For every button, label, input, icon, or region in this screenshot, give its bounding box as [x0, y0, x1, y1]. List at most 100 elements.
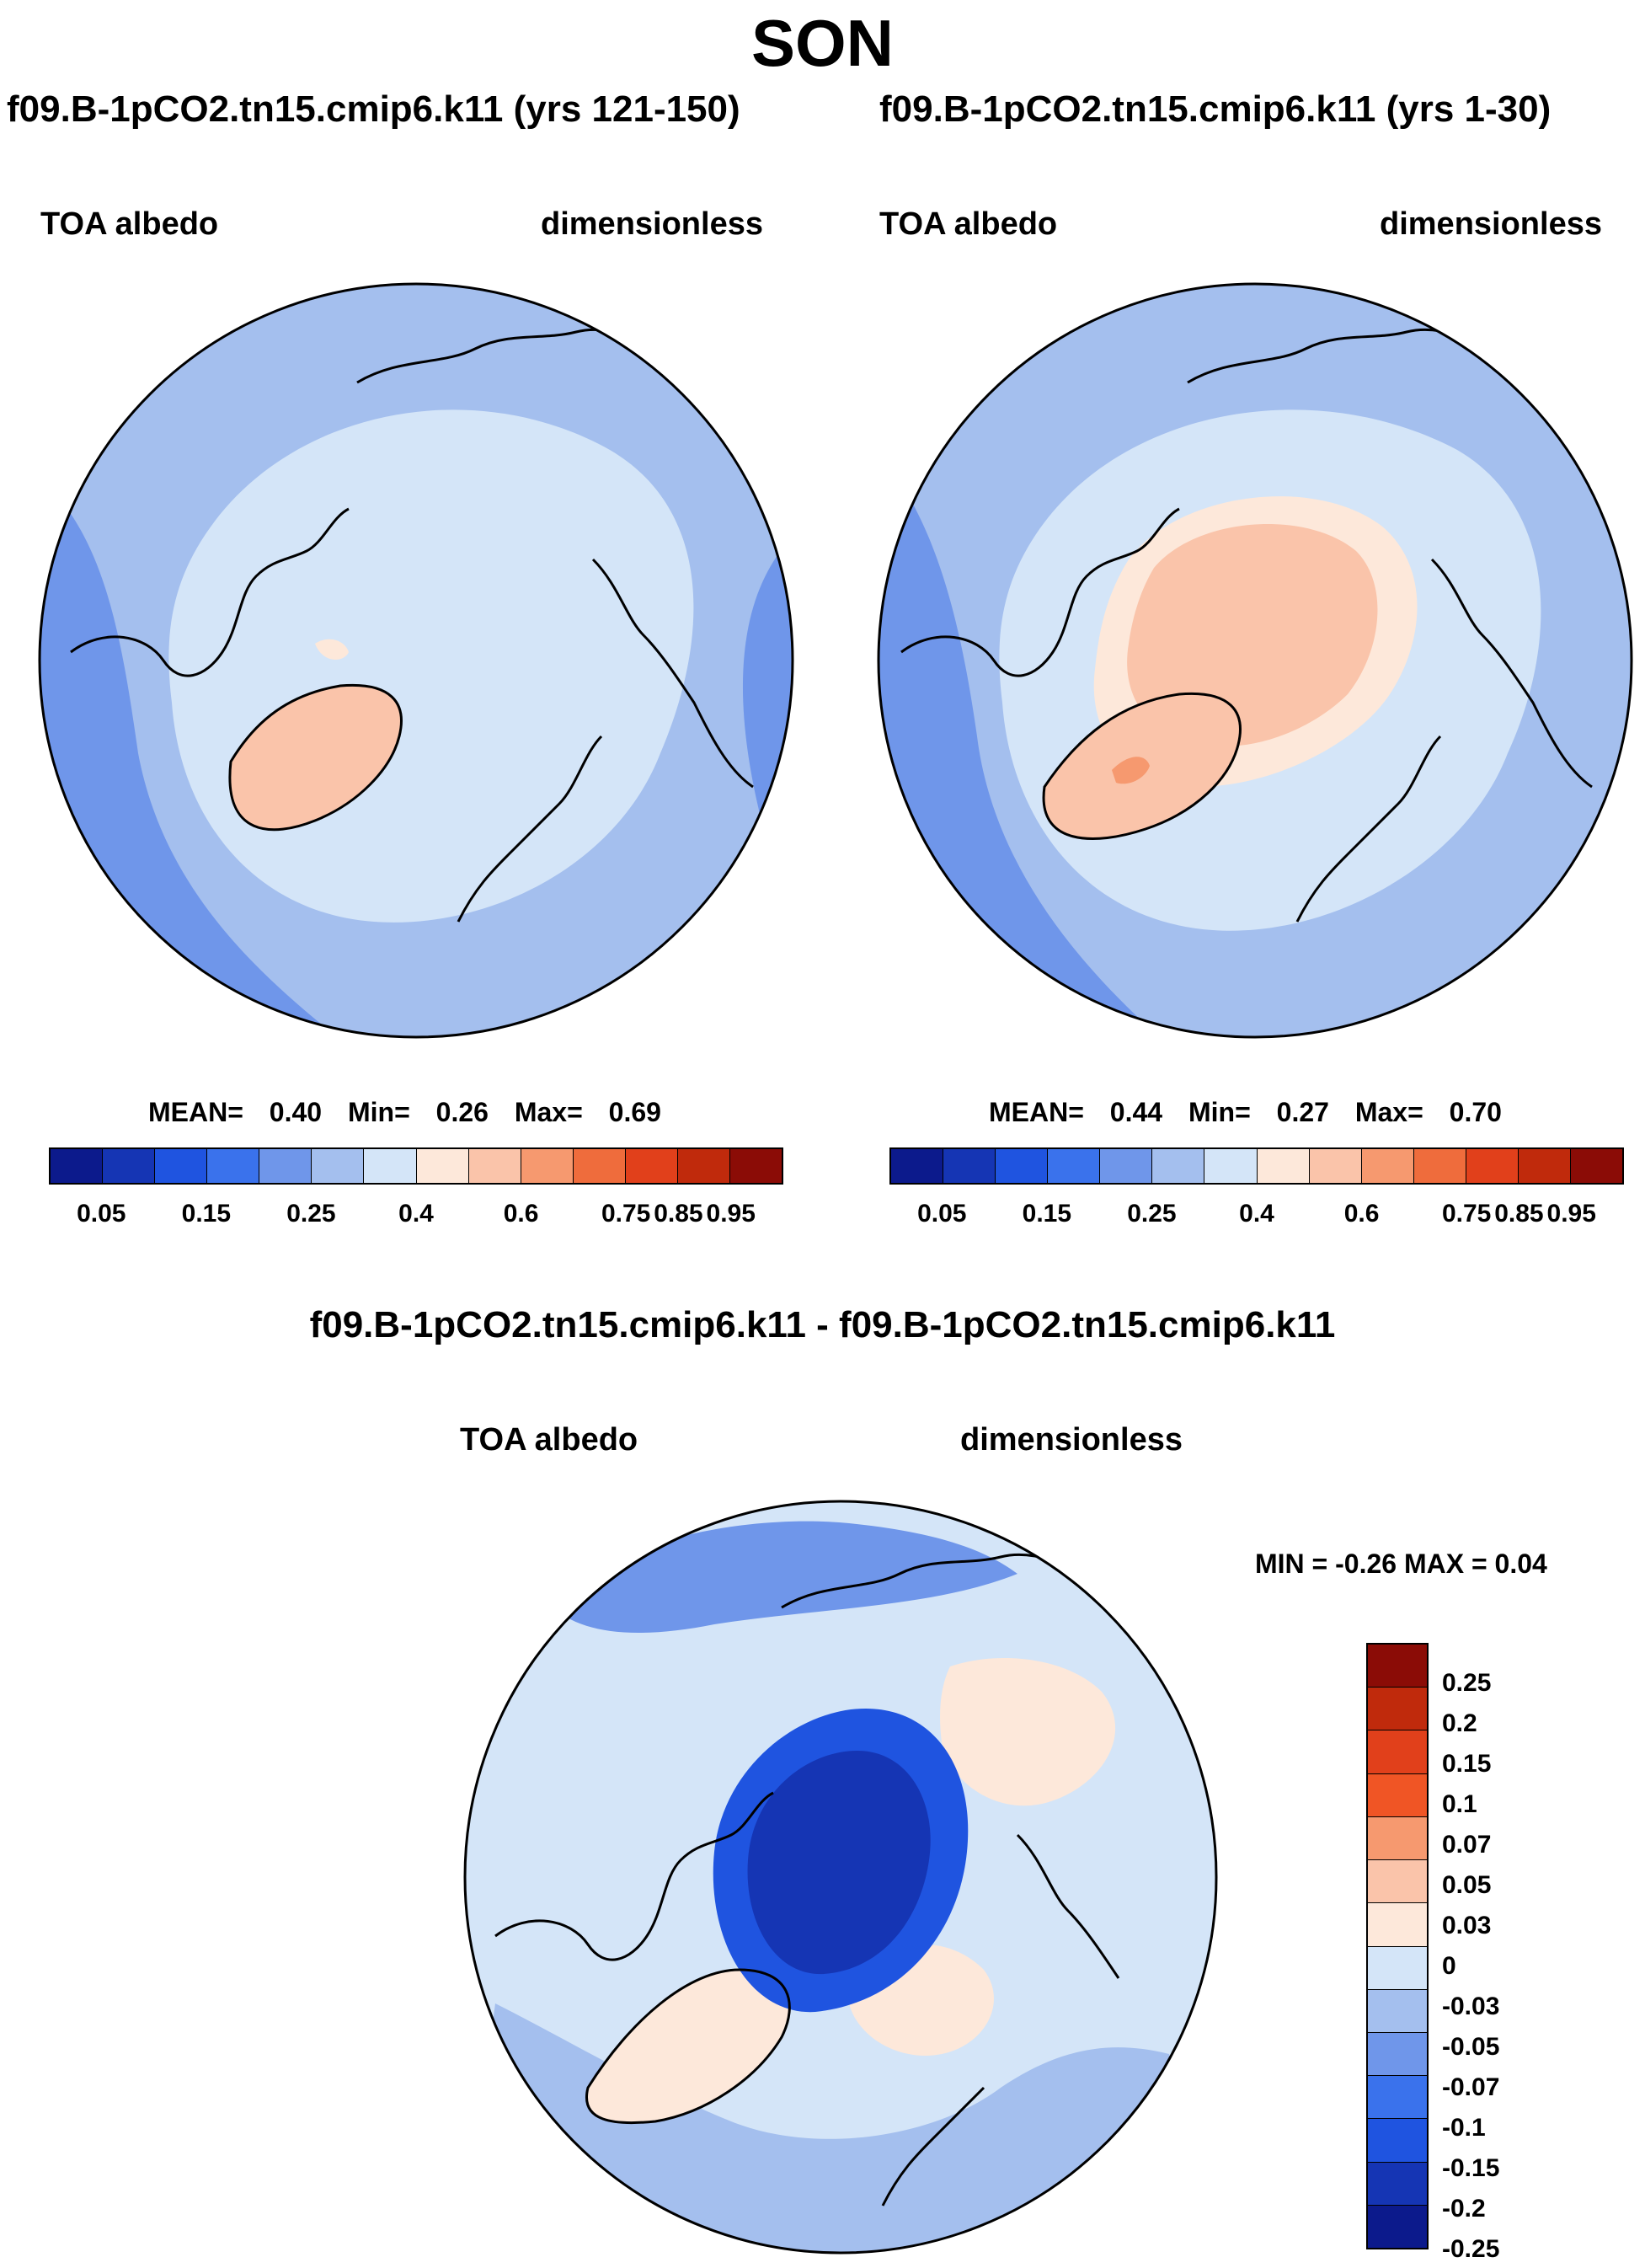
panel1-min-label: Min= — [347, 1097, 410, 1127]
panel3-tick-label-5: 0.05 — [1442, 1871, 1492, 1899]
panel3-tick-label-13: -0.2 — [1442, 2195, 1486, 2223]
panel2-colorbar-swatch-0 — [891, 1149, 944, 1183]
panel1-colorbar-swatch-0 — [51, 1149, 104, 1183]
panel1-units-label: dimensionless — [541, 206, 763, 242]
panel2-mean-value: 0.44 — [1109, 1097, 1163, 1127]
panel3-arctic-loss-core — [747, 1751, 931, 1975]
panel1-variable-label: TOA albedo — [40, 206, 219, 242]
panel2-colorbar-swatch-11 — [1466, 1149, 1519, 1183]
panel3-colorbar-swatch-7 — [1368, 1946, 1427, 1990]
panel3-tick-label-4: 0.07 — [1442, 1831, 1492, 1859]
panel1-tick-label-1: 0.15 — [181, 1200, 232, 1228]
panel2-colorbar-swatch-13 — [1571, 1149, 1623, 1183]
panel1-mean-value: 0.40 — [269, 1097, 323, 1127]
panel3-tick-label-0: 0.25 — [1442, 1669, 1492, 1697]
panel2-tick-label-4: 0.6 — [1343, 1200, 1380, 1228]
panel2-tick-label-1: 0.15 — [1022, 1200, 1072, 1228]
panel2-units-label: dimensionless — [1380, 206, 1602, 242]
panel3-colorbar-swatch-8 — [1368, 1989, 1427, 2033]
panel3-tick-label-6: 0.03 — [1442, 1912, 1492, 1939]
panel1-tick-label-2: 0.25 — [286, 1200, 336, 1228]
panel3-coastline-greenland — [585, 1968, 791, 2125]
panel2-max-value: 0.70 — [1449, 1097, 1502, 1127]
panel1-colorbar-swatch-13 — [730, 1149, 782, 1183]
panel2-polar-map — [877, 282, 1633, 1039]
panel2-tick-label-0: 0.05 — [917, 1200, 967, 1228]
panel1-coastline-greenland — [228, 683, 403, 832]
panel1-colorbar — [49, 1147, 783, 1185]
panel3-polar-map — [463, 1500, 1218, 2255]
panel1-colorbar-swatch-12 — [677, 1149, 731, 1183]
panel2-colorbar-swatch-8 — [1309, 1149, 1362, 1183]
panel1-colorbar-swatch-2 — [155, 1149, 208, 1183]
panel1-max-value: 0.69 — [608, 1097, 661, 1127]
right-case-title: f09.B-1pCO2.tn15.cmip6.k11 (yrs 1-30) — [879, 88, 1552, 130]
panel2-tick-label-7: 0.95 — [1546, 1200, 1596, 1228]
panel3-tick-label-11: -0.1 — [1442, 2114, 1486, 2142]
panel2-colorbar-swatch-7 — [1257, 1149, 1310, 1183]
panel3-colorbar — [1366, 1643, 1429, 2249]
panel1-max-label: Max= — [514, 1097, 583, 1127]
panel3-greenland-warm — [586, 1970, 790, 2123]
figure-title: SON — [750, 6, 895, 80]
panel1-colorbar-swatch-4 — [259, 1149, 312, 1183]
panel2-tick-label-2: 0.25 — [1127, 1200, 1177, 1228]
panel1-colorbar-swatch-5 — [312, 1149, 365, 1183]
panel1-tick-label-5: 0.75 — [601, 1200, 651, 1228]
panel3-map-border — [463, 1500, 1218, 2255]
panel3-variable-label: TOA albedo — [460, 1422, 638, 1458]
panel1-colorbar-swatch-7 — [416, 1149, 469, 1183]
panel2-mean-label: MEAN= — [989, 1097, 1084, 1127]
panel3-colorbar-swatch-0 — [1368, 1645, 1427, 1688]
panel3-coastline-america — [494, 1791, 774, 1961]
panel3-colorbar-swatch-11 — [1368, 2119, 1427, 2163]
panel3-tick-label-2: 0.15 — [1442, 1750, 1492, 1778]
panel1-coastline-europe — [457, 735, 603, 923]
panel2-tick-label-6: 0.85 — [1494, 1200, 1544, 1228]
panel3-colorbar-swatch-12 — [1368, 2162, 1427, 2206]
panel1-mean-label: MEAN= — [148, 1097, 243, 1127]
panel3-colorbar-swatch-1 — [1368, 1688, 1427, 1731]
panel1-colorbar-swatch-11 — [625, 1149, 678, 1183]
panel1-tick-label-7: 0.95 — [706, 1200, 756, 1228]
panel1-polar-map — [38, 282, 794, 1039]
diff-title: f09.B-1pCO2.tn15.cmip6.k11 - f09.B-1pCO2… — [309, 1304, 1336, 1345]
panel3-units-label: dimensionless — [960, 1422, 1183, 1458]
panel1-coastline-america — [70, 507, 350, 677]
panel3-tick-label-10: -0.07 — [1442, 2073, 1500, 2101]
panel2-coastline-greenland — [1042, 692, 1242, 840]
panel3-tick-label-8: -0.03 — [1442, 1993, 1500, 2020]
panel2-colorbar-swatch-10 — [1413, 1149, 1466, 1183]
panel2-colorbar-swatch-4 — [1100, 1149, 1153, 1183]
panel3-tick-label-7: 0 — [1442, 1952, 1456, 1980]
panel2-stats: MEAN= 0.44 Min= 0.27 Max= 0.70 — [989, 1097, 1502, 1128]
panel1-map-border — [38, 282, 794, 1039]
panel2-colorbar-swatch-5 — [1152, 1149, 1205, 1183]
panel1-colorbar-swatch-6 — [364, 1149, 417, 1183]
panel1-colorbar-swatch-1 — [103, 1149, 156, 1183]
panel2-greenland-peak — [1112, 757, 1150, 784]
panel1-tick-label-0: 0.05 — [77, 1200, 126, 1228]
left-case-title: f09.B-1pCO2.tn15.cmip6.k11 (yrs 121-150) — [7, 88, 740, 130]
panel2-colorbar-swatch-6 — [1204, 1149, 1258, 1183]
panel2-coastline-america — [900, 507, 1180, 677]
panel3-colorbar-swatch-3 — [1368, 1773, 1427, 1817]
panel3-colorbar-swatch-13 — [1368, 2205, 1427, 2249]
panel3-colorbar-swatch-4 — [1368, 1816, 1427, 1861]
panel3-colorbar-swatch-6 — [1368, 1903, 1427, 1947]
panel2-min-value: 0.27 — [1276, 1097, 1329, 1127]
panel3-colorbar-swatch-5 — [1368, 1860, 1427, 1904]
panel1-colorbar-swatch-8 — [468, 1149, 521, 1183]
panel3-tick-label-14: -0.25 — [1442, 2235, 1500, 2263]
panel2-arctic-orange — [1127, 523, 1378, 746]
panel3-coastline-europe — [881, 2086, 985, 2206]
panel3-colorbar-ticks: 0.25 0.2 0.15 0.1 0.07 0.05 0.03 0 -0.03 -0.05 -0.… — [1442, 1643, 1543, 2263]
panel2-map-border — [877, 282, 1633, 1039]
panel1-colorbar-swatch-9 — [521, 1149, 574, 1183]
panel3-tick-label-1: 0.2 — [1442, 1709, 1477, 1737]
panel1-tick-label-4: 0.6 — [503, 1200, 539, 1228]
panel1-min-value: 0.26 — [435, 1097, 489, 1127]
panel3-colorbar-swatch-2 — [1368, 1730, 1427, 1774]
panel3-colorbar-swatch-10 — [1368, 2076, 1427, 2120]
panel2-colorbar-ticks: 0.05 0.15 0.25 0.4 0.6 0.75 0.85 0.95 — [889, 1200, 1624, 1233]
